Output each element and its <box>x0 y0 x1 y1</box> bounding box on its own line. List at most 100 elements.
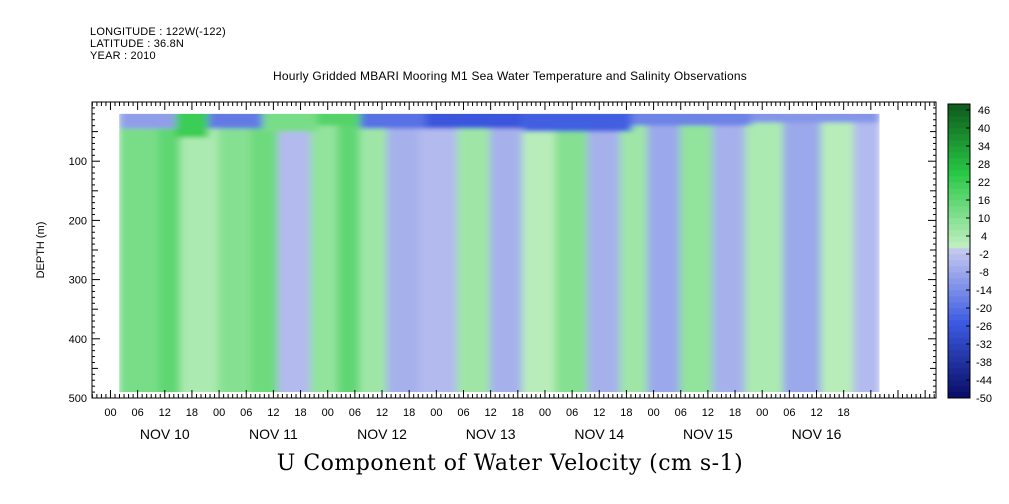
colorbar-swatch <box>948 338 970 345</box>
x-hour-label: 12 <box>485 407 497 419</box>
colorbar-swatch <box>948 188 970 195</box>
colorbar-swatch <box>948 200 970 207</box>
x-hour-label: 18 <box>186 407 198 419</box>
colorbar-swatch <box>948 302 970 309</box>
x-hour-label: 06 <box>783 407 795 419</box>
colorbar-frame <box>947 103 971 399</box>
velocity-band <box>489 113 525 393</box>
x-hour-label: 06 <box>240 407 252 419</box>
colorbar: 46 40 34 28 22 16 10 4 -2 -8 -14 -20 -26 -32 -38 -44 -50 <box>947 103 992 405</box>
x-hour-label: 12 <box>593 407 605 419</box>
colorbar-swatch <box>948 344 970 351</box>
x-hour-label: 00 <box>647 407 659 419</box>
x-date-label: NOV 10 <box>140 426 190 442</box>
colorbar-swatch <box>948 374 970 381</box>
colorbar-swatch <box>948 350 970 357</box>
colorbar-swatch <box>948 224 970 231</box>
colorbar-swatch <box>948 380 970 387</box>
colorbar-label: -26 <box>976 321 992 333</box>
velocity-band <box>158 113 183 393</box>
plot-axes: 100 200 300 400 500 00 06 12 18 00 06 12 18 00 06 12 18 0… <box>69 101 937 442</box>
colorbar-swatch <box>948 140 970 147</box>
colorbar-swatch <box>948 248 970 255</box>
x-hour-label: 06 <box>131 407 143 419</box>
chart-title: Hourly Gridded MBARI Mooring M1 Sea Wate… <box>273 69 747 83</box>
velocity-band <box>744 113 785 393</box>
colorbar-swatch <box>948 386 970 393</box>
x-hour-label: 06 <box>675 407 687 419</box>
velocity-band <box>310 113 340 393</box>
y-tick-label: 400 <box>69 334 87 346</box>
colorbar-swatch <box>948 146 970 153</box>
colorbar-swatch <box>948 314 970 321</box>
velocity-field <box>119 113 880 393</box>
colorbar-label: -44 <box>976 375 992 387</box>
velocity-band <box>277 113 313 393</box>
x-date-label: NOV 14 <box>574 426 624 442</box>
surface-velocity-cell <box>316 113 361 126</box>
surface-velocity-cell <box>208 113 263 129</box>
colorbar-swatch <box>948 116 970 123</box>
colorbar-swatch <box>948 170 970 177</box>
colorbar-swatch <box>948 182 970 189</box>
x-hour-label: 06 <box>349 407 361 419</box>
colorbar-swatch <box>948 296 970 303</box>
surface-velocity-cell <box>523 113 632 132</box>
y-tick-label: 300 <box>69 275 87 287</box>
colorbar-swatch <box>948 266 970 273</box>
x-hour-label: 12 <box>159 407 171 419</box>
x-date-label: NOV 15 <box>683 426 733 442</box>
x-hour-label: 18 <box>403 407 415 419</box>
colorbar-label: 34 <box>978 141 990 153</box>
colorbar-swatch <box>948 272 970 279</box>
x-axis-title: U Component of Water Velocity (cm s-1) <box>276 451 744 476</box>
colorbar-swatch <box>948 206 970 213</box>
colorbar-swatch <box>948 284 970 291</box>
velocity-band <box>180 113 221 393</box>
x-hour-label: 12 <box>810 407 822 419</box>
velocity-band <box>782 113 823 393</box>
velocity-band <box>250 113 280 393</box>
colorbar-swatch <box>948 332 970 339</box>
velocity-band <box>619 113 650 393</box>
colorbar-swatch <box>948 152 970 159</box>
y-tick-label: 100 <box>69 156 87 168</box>
colorbar-label: -14 <box>976 285 992 297</box>
velocity-band <box>587 113 622 393</box>
colorbar-swatch <box>948 308 970 315</box>
x-hour-label: 12 <box>267 407 279 419</box>
velocity-band <box>359 113 389 393</box>
colorbar-swatch <box>948 134 970 141</box>
colorbar-swatch <box>948 104 970 111</box>
velocity-band <box>218 113 253 393</box>
x-hour-label: 00 <box>213 407 225 419</box>
colorbar-swatch <box>948 326 970 333</box>
colorbar-label: 28 <box>978 159 990 171</box>
colorbar-label: 4 <box>981 231 987 243</box>
colorbar-label: 10 <box>978 213 990 225</box>
colorbar-label: 22 <box>978 177 990 189</box>
x-date-label: NOV 16 <box>792 426 842 442</box>
y-axis-title: DEPTH (m) <box>35 222 47 279</box>
x-hour-label: 18 <box>620 407 632 419</box>
colorbar-swatch <box>948 278 970 285</box>
velocity-band <box>337 113 362 393</box>
x-date-label: NOV 11 <box>249 426 298 442</box>
colorbar-swatch <box>948 290 970 297</box>
x-hour-label: 18 <box>512 407 524 419</box>
colorbar-swatch <box>948 212 970 219</box>
colorbar-label: 46 <box>978 105 990 117</box>
colorbar-swatch <box>948 320 970 327</box>
x-hour-label: 06 <box>457 407 469 419</box>
x-hour-label: 18 <box>729 407 741 419</box>
velocity-band <box>679 113 715 393</box>
colorbar-label: 16 <box>978 195 990 207</box>
longitude-label: LONGITUDE : 122W(-122) <box>90 26 226 38</box>
velocity-band <box>457 113 492 393</box>
colorbar-label: -32 <box>976 339 992 351</box>
colorbar-swatch <box>948 122 970 129</box>
surface-velocity-cell <box>425 113 524 129</box>
velocity-band <box>386 113 422 393</box>
colorbar-swatch <box>948 260 970 267</box>
